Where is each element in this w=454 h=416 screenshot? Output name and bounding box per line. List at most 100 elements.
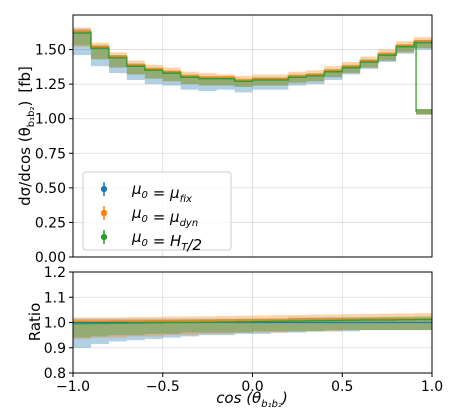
main-band-bin (144, 68, 163, 85)
main-band-bin (90, 45, 109, 67)
main-last-bin-band (416, 109, 432, 115)
ratio-band-bin (234, 318, 253, 333)
main-frame (72, 14, 433, 258)
main-band-bin (162, 67, 181, 82)
main-y-axis-label-main: dσ/dcos (θ (16, 127, 34, 206)
main-band-bin (288, 74, 307, 83)
main-y-tick-label: 1.50 (35, 43, 66, 59)
ratio-band-bin (162, 319, 181, 334)
main-band-bin (414, 39, 432, 49)
main-y-tick-label: 1.25 (35, 77, 66, 93)
main-band-bin (378, 53, 397, 63)
main-band-bin (90, 45, 109, 60)
main-band-bin (234, 78, 253, 87)
main-y-tick-label: 0.00 (35, 250, 66, 266)
legend-marker (100, 185, 108, 193)
x-tick-label: 0.5 (331, 379, 353, 395)
main-band-bin (73, 27, 91, 47)
legend-marker (100, 233, 108, 241)
ratio-y-ticks: 0.8 0.9 1.0 1.1 1.2 (44, 265, 73, 382)
main-band-bin (234, 79, 253, 93)
ratio-band-bin (73, 318, 91, 348)
ratio-band-bin (126, 320, 145, 336)
ratio-band-bin (144, 316, 163, 337)
main-band-bin (73, 30, 91, 46)
main-y-axis-label: dσ/dcos (θb₁b₂) [fb] (16, 66, 37, 206)
ratio-series-line (73, 318, 432, 322)
main-y-axis-label-unit: [fb] (16, 66, 34, 93)
x-axis-label-close: ) (281, 389, 288, 407)
x-tick-label: 1.0 (421, 379, 443, 395)
ratio-y-tick-label: 1.1 (44, 290, 66, 306)
main-band-bin (306, 73, 325, 82)
main-band-bin (180, 71, 199, 85)
ratio-band-bin (396, 317, 415, 331)
main-band-bin (144, 67, 163, 79)
ratio-band-bin (144, 320, 163, 334)
ratio-band-bin (126, 316, 145, 337)
ratio-band-bin (144, 318, 163, 339)
main-y-ticks: 0.00 0.25 0.50 0.75 1.00 1.25 1.50 (35, 43, 73, 266)
legend-entry-label: μ0 = μdyn (131, 204, 198, 229)
ratio-band-bin (414, 313, 432, 331)
main-y-axis-label-sub: b₁b₂ (26, 107, 37, 128)
ratio-band-bin (73, 321, 91, 338)
ratio-y-tick-label: 1.2 (44, 265, 66, 281)
ratio-y-tick-label: 0.8 (44, 366, 66, 382)
main-y-tick-label: 0.75 (35, 146, 66, 162)
x-axis-label-main: cos (θ (216, 389, 261, 407)
main-band-bin (270, 77, 289, 86)
main-y-tick-label: 1.00 (35, 112, 66, 128)
main-series-lines (73, 30, 432, 112)
main-band-bin (108, 55, 127, 74)
main-band-bin (216, 74, 235, 86)
ratio-band-bin (90, 320, 109, 337)
ratio-band-bin (108, 318, 127, 342)
main-band-bin (180, 74, 199, 85)
main-band-bin (144, 64, 163, 79)
main-band-bin (396, 45, 415, 54)
main-band-bin (270, 78, 289, 90)
ratio-band-bin (216, 319, 235, 333)
ratio-band-bin (396, 313, 415, 331)
legend-box (82, 171, 232, 251)
ratio-x-ticks: −1.0 −0.5 0.0 0.5 1.0 (56, 373, 443, 395)
legend-entry-label: μ0 = μfix (131, 180, 192, 205)
main-band-bin (198, 75, 217, 86)
main-band-bin (126, 64, 145, 80)
main-band-bin (216, 77, 235, 90)
main-band-bin (126, 63, 145, 75)
main-band-bin (324, 70, 343, 80)
legend-entry-label: μ0 = HT/2 (131, 228, 202, 254)
main-band-bin (162, 71, 181, 86)
ratio-band-bin (162, 318, 181, 338)
main-band-bin (306, 74, 325, 85)
ratio-y-tick-label: 1.0 (44, 316, 66, 332)
main-band-bin (396, 44, 415, 53)
ratio-panel: 0.80.91.01.11.2 −1.0 −0.5 0.0 0.5 1.0 Ratio … (26, 265, 443, 410)
ratio-y-tick-label: 0.9 (44, 341, 66, 357)
main-y-tick-label: 0.50 (35, 181, 66, 197)
ratio-series-lines (73, 318, 432, 325)
main-band-bin (216, 75, 235, 86)
ratio-band-bin (198, 319, 217, 333)
main-series-line (73, 32, 432, 83)
x-axis-label-sub: b₁b₂ (261, 399, 282, 410)
x-axis-label: cos (θb₁b₂) (216, 389, 288, 410)
main-band-bin (342, 66, 361, 75)
main-band-bin (360, 60, 379, 69)
main-band-bin (414, 39, 432, 50)
main-band-bin (324, 68, 343, 78)
ratio-band-bin (414, 317, 432, 331)
ratio-band-bin (342, 317, 361, 332)
main-band-bin (162, 70, 181, 82)
main-band-bin (126, 60, 145, 75)
main-band-bin (288, 75, 307, 86)
x-tick-label: −1.0 (56, 379, 90, 395)
ratio-band-bin (108, 320, 127, 336)
main-band-bin (252, 78, 271, 90)
main-band-bin (180, 75, 199, 90)
legend-marker (100, 209, 108, 217)
